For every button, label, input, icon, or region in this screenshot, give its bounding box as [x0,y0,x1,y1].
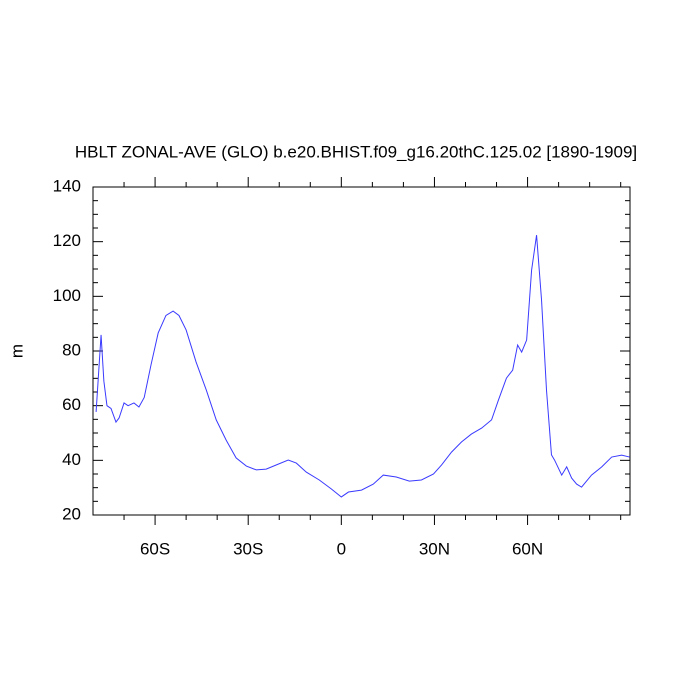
x-tick-label: 30N [419,539,450,558]
x-tick-label: 60N [512,539,543,558]
plot-frame [92,186,631,516]
y-tick-label: 140 [53,176,81,195]
y-tick-label: 100 [53,286,81,305]
data-line [95,235,630,498]
x-tick-label: 30S [233,539,263,558]
y-tick-label: 20 [62,504,81,523]
y-tick-label: 60 [62,395,81,414]
x-tick-label: 60S [140,539,170,558]
y-tick-label: 40 [62,450,81,469]
y-tick-label: 80 [62,340,81,359]
chart-title: HBLT ZONAL-AVE (GLO) b.e20.BHIST.f09_g16… [75,142,637,161]
y-tick-label: 120 [53,231,81,250]
x-tick-label: 0 [337,539,346,558]
y-axis-label: m [7,344,26,358]
